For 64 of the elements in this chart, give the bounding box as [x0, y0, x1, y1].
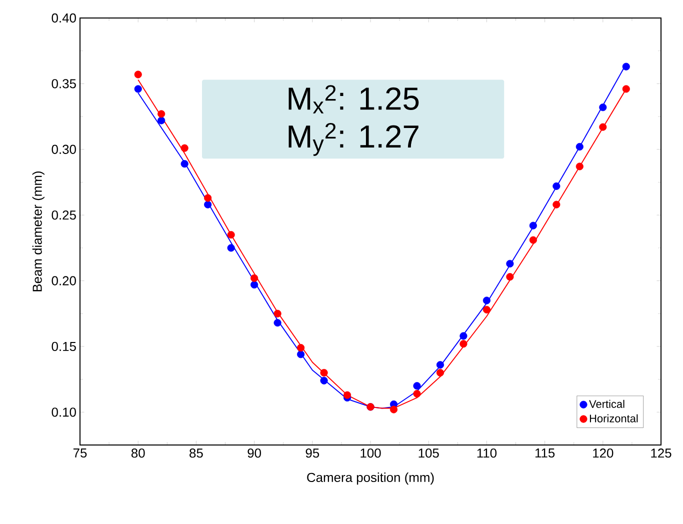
- point: [529, 222, 537, 230]
- point: [134, 70, 142, 78]
- y-tick-label: 0.35: [52, 79, 76, 88]
- legend-label: Horizontal: [590, 414, 638, 422]
- point: [622, 62, 630, 70]
- point: [158, 116, 166, 124]
- y-tick-label: 0.15: [52, 342, 76, 352]
- x-tick-label: 100: [360, 448, 381, 458]
- x-tick-label: 115: [535, 448, 555, 458]
- point: [320, 376, 328, 384]
- x-tick-label: 80: [131, 448, 145, 458]
- point: [250, 280, 258, 288]
- point: [250, 274, 258, 282]
- point: [413, 390, 421, 398]
- point: [576, 162, 584, 170]
- point: [134, 85, 142, 93]
- annotation: M$_{y}$$^{2}$: 1.27: [288, 122, 418, 156]
- y-tick-label: 0.30: [52, 144, 76, 154]
- x-tick-label: 105: [418, 448, 439, 458]
- x-tick-label: 125: [651, 448, 672, 458]
- x-tick-label: 110: [477, 448, 497, 458]
- x-tick-label: 120: [593, 448, 614, 458]
- point: [204, 194, 212, 202]
- point: [390, 406, 398, 414]
- point: [599, 123, 607, 131]
- point: [227, 230, 235, 239]
- point: [506, 273, 514, 281]
- point: [460, 332, 468, 340]
- legend-label: Vertical: [589, 400, 624, 408]
- point: [576, 142, 584, 151]
- point: [482, 296, 490, 304]
- y-tick-label: 0.40: [52, 13, 76, 23]
- x-tick-label: 75: [73, 448, 87, 458]
- x-tick-label: 90: [248, 448, 261, 458]
- point: [296, 344, 305, 352]
- x-axis-title: Camera position (mm): [307, 472, 434, 485]
- point: [296, 350, 305, 358]
- point: [482, 306, 490, 314]
- point: [343, 391, 352, 399]
- point: [460, 340, 468, 348]
- point: [158, 110, 166, 118]
- point: [552, 200, 560, 208]
- point: [599, 104, 607, 112]
- point: [506, 260, 514, 268]
- point: [622, 85, 630, 93]
- x-tick-label: 85: [190, 448, 203, 458]
- point: [529, 236, 537, 244]
- point: [320, 368, 328, 377]
- point: [413, 382, 421, 390]
- y-tick-label: 0.10: [52, 408, 76, 417]
- point: [274, 310, 282, 318]
- annotation: M$_{x}$$^{2}$: 1.25: [288, 85, 419, 114]
- point: [436, 368, 444, 377]
- point: [204, 200, 212, 208]
- point: [180, 160, 188, 168]
- point: [552, 182, 560, 190]
- y-tick-label: 0.20: [52, 276, 76, 286]
- point: [436, 361, 444, 369]
- point: [274, 319, 282, 327]
- x-tick-label: 95: [306, 448, 320, 458]
- point: [227, 244, 235, 252]
- y-tick-label: 0.25: [52, 210, 76, 220]
- y-axis-title: Beam diameter (mm): [32, 172, 44, 292]
- point: [180, 144, 188, 152]
